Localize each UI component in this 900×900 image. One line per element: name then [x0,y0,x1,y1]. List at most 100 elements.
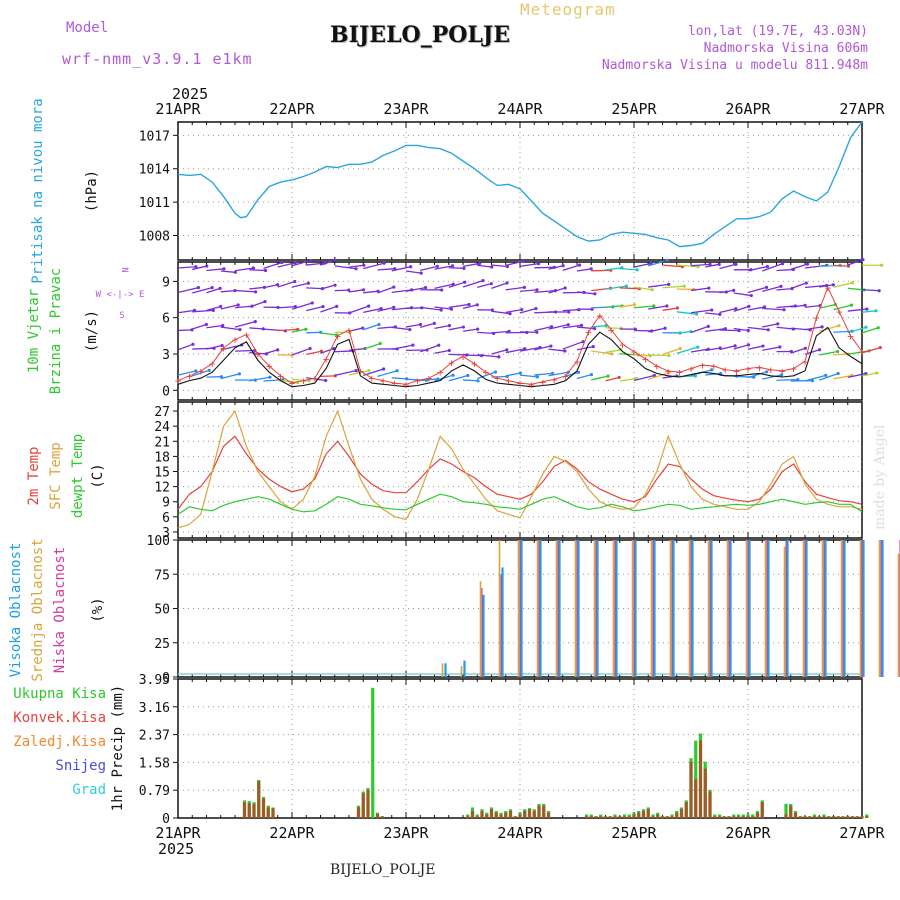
precip-legend-0: Ukupna Kisa [13,686,106,702]
wind-arrow [847,326,867,334]
sfctemp-ylabel: SFC Temp [48,442,64,509]
wind-gust-marker: + [277,370,284,383]
conv-rain-bar [846,816,850,818]
wind-arrow [833,264,849,267]
mid_cloud-bar [441,663,444,677]
wind-arrow-head [377,322,381,327]
conv-rain-bar [523,810,527,818]
wind-arrow-head [310,301,314,305]
wind-arrow [206,324,223,329]
wind-arrow-head [837,324,841,328]
wind-arrow [334,350,354,353]
conv-rain-bar [732,816,736,818]
mid_cloud-bar [688,540,691,677]
high_cloud-bar [672,540,675,677]
wind-arrow-head [419,271,423,275]
wind-arrow-head [221,323,225,328]
wind-arrow [177,266,196,269]
wind-arrow-head [535,288,539,292]
wind-arrow [633,354,651,357]
wind-arrow [605,285,627,290]
wind-arrow [363,323,380,331]
wind-arrow-head [805,262,810,266]
wind-arrow-head [194,265,198,269]
wind-arrow-head [218,286,222,290]
wind-arrow [220,304,239,310]
wind-arrow-head [382,261,386,265]
wind-arrow-head [836,349,840,354]
wind-arrow [861,310,876,313]
wind-arrow [776,326,794,330]
dewpt-ylabel: dewpt Temp [70,434,86,518]
mid_cloud-bar [479,581,482,677]
conv-rain-bar [784,814,788,818]
wind-arrow [705,263,720,268]
wind-arrow [348,305,369,314]
low_cloud-bar [557,540,559,677]
wind-gust-marker: + [517,377,524,390]
wind-arrow-head [579,323,584,327]
high_cloud-bar [653,540,656,677]
conv-rain-bar [242,802,247,818]
wind-arrow-head [276,348,280,352]
wind-arrow [263,284,278,289]
wind-arrow [576,373,592,380]
wind-ylabel-1: 10m Vjetar [26,289,42,373]
wind-arrow [434,306,452,310]
wind-arrow [705,347,721,352]
mid_cloud-bar [764,540,767,677]
wind-arrow [348,264,364,268]
wind-arrow-head [306,281,310,285]
wind-arrow-head [850,281,854,285]
wind-gust-marker: + [460,350,467,363]
wind-arrow [420,265,438,272]
wind-arrow [605,327,622,330]
high_cloud-bar [615,540,618,677]
high_cloud-bar [805,540,808,677]
wind-arrow-head [864,371,868,376]
model-name: wrf-nmm_v3.9.1 e1km [62,50,253,68]
wind-arrow [790,282,807,290]
wind-arrow-head [462,266,466,270]
wind-gust-marker: + [631,346,638,359]
wind-arrow [477,354,499,358]
wind-arrow [405,323,421,328]
wind-arrow [804,374,826,382]
wind-arrow [605,376,620,382]
wind-arrow [405,287,426,292]
wind-arrow [477,371,496,380]
wind-arrow [690,325,709,334]
wind-arrow-head [675,306,680,310]
wind-arrow-head [836,371,840,376]
wind-speed-line [177,326,863,388]
wind-arrow [505,372,521,377]
wind-gust-marker: + [608,324,615,337]
low_cloud-bar [880,540,882,677]
low_cloud-bar [633,540,635,677]
wind-arrow [819,303,836,309]
wind-arrow [462,262,480,268]
mid_cloud-bar [745,540,748,677]
wind-gust-marker: + [334,330,341,343]
wind-arrow [306,377,326,382]
low_cloud-bar [690,540,692,677]
high_cloud-bar [767,540,770,677]
precip-ytick-label: 0 [162,812,170,827]
wind-arrow [448,326,464,331]
footer-station: BIJELO_POLJE [330,862,436,878]
wind-arrow [548,348,565,352]
conv-rain-bar [827,816,831,818]
wind-arrow-head [333,283,337,287]
wind-arrow [605,305,623,308]
conv-rain-bar [375,813,380,818]
cloud-unit-label: (%) [90,597,106,622]
wind-arrow-head [489,282,493,286]
high_cloud-bar [463,660,466,677]
wind-ylabel-2: Brzina i Pravac [48,268,64,394]
wind-arrow-head [761,344,765,348]
low_cloud-bar [785,540,787,677]
wind-gust-marker: + [494,372,501,385]
conv-rain-bar [542,805,546,818]
wind-arrow-head [461,325,465,329]
wind-arrow [249,286,265,290]
